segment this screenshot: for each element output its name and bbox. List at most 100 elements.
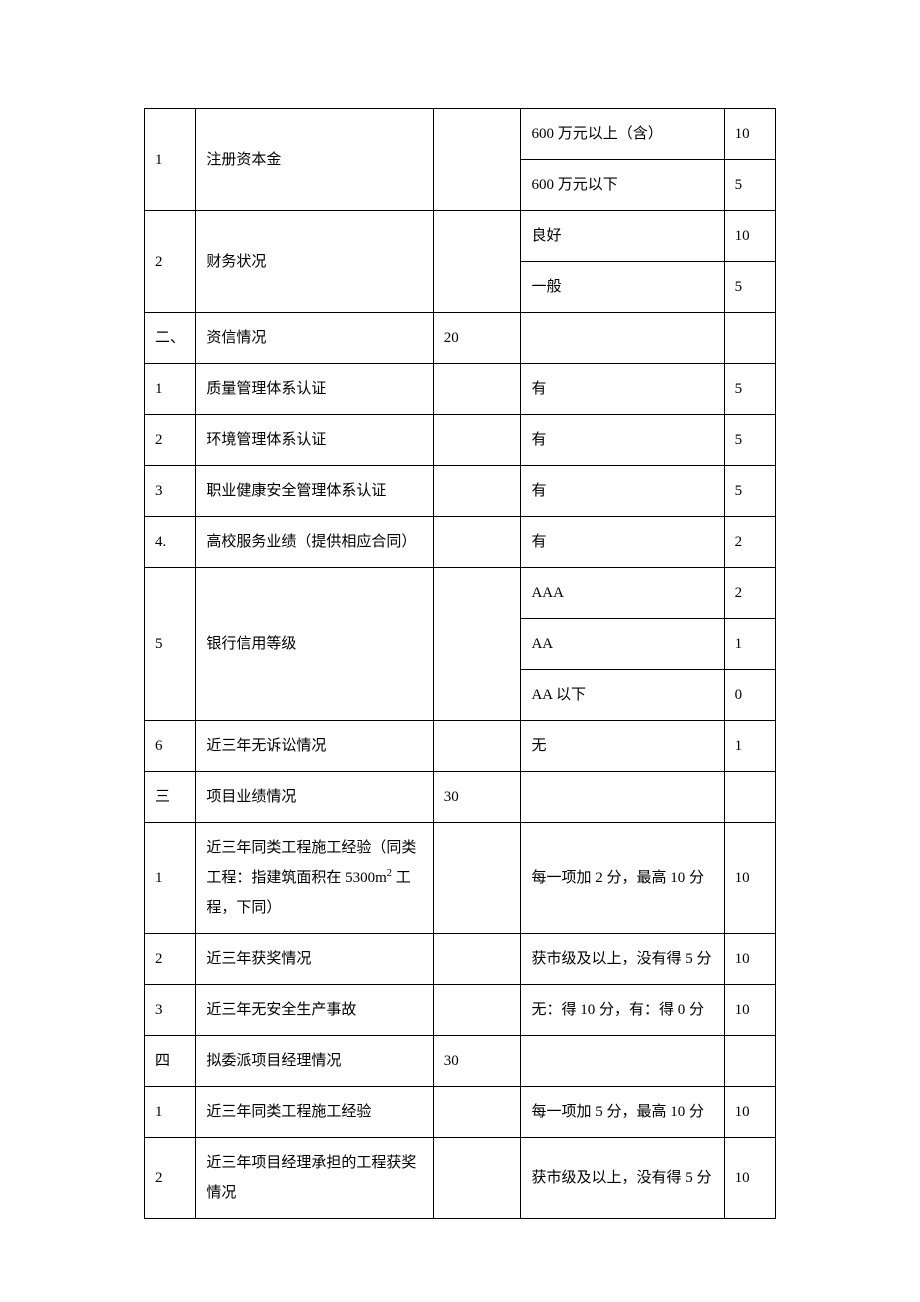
table-row: 2近三年获奖情况获市级及以上，没有得 5 分10 [145,934,776,985]
cell-c4: 获市级及以上，没有得 5 分 [521,1138,724,1219]
cell-c4: 一般 [521,262,724,313]
cell-c5: 10 [724,1087,775,1138]
cell-c4: 良好 [521,211,724,262]
cell-c5: 10 [724,1138,775,1219]
cell-c5: 5 [724,262,775,313]
cell-c5: 0 [724,670,775,721]
cell-c4: 无：得 10 分，有：得 0 分 [521,985,724,1036]
cell-c2: 近三年无安全生产事故 [196,985,433,1036]
cell-c1: 5 [145,568,196,721]
cell-c2: 项目业绩情况 [196,772,433,823]
cell-c5 [724,313,775,364]
table-body: 1注册资本金600 万元以上（含）10600 万元以下52财务状况良好10一般5… [145,109,776,1219]
cell-c3 [433,1138,521,1219]
table-row: 1质量管理体系认证 有5 [145,364,776,415]
cell-c4 [521,1036,724,1087]
cell-c1: 2 [145,415,196,466]
table-row: 1近三年同类工程施工经验 每一项加 5 分，最高 10 分10 [145,1087,776,1138]
cell-c1: 四 [145,1036,196,1087]
cell-c4: 有 [521,466,724,517]
cell-c1: 6 [145,721,196,772]
table-row: 6近三年无诉讼情况 无1 [145,721,776,772]
cell-c4: 获市级及以上，没有得 5 分 [521,934,724,985]
cell-c5: 10 [724,823,775,934]
cell-c4: 无 [521,721,724,772]
cell-c1: 三 [145,772,196,823]
cell-c3 [433,211,521,313]
cell-c4: 有 [521,364,724,415]
cell-c3 [433,415,521,466]
cell-c4: AAA [521,568,724,619]
scoring-table: 1注册资本金600 万元以上（含）10600 万元以下52财务状况良好10一般5… [144,108,776,1219]
cell-c4: AA [521,619,724,670]
cell-c4: 600 万元以上（含） [521,109,724,160]
cell-c3 [433,517,521,568]
table-row: 2环境管理体系认证 有5 [145,415,776,466]
cell-c4 [521,313,724,364]
cell-c1: 2 [145,211,196,313]
cell-c1: 1 [145,109,196,211]
cell-c5: 10 [724,109,775,160]
cell-c5: 2 [724,517,775,568]
cell-c5: 5 [724,415,775,466]
page: 1注册资本金600 万元以上（含）10600 万元以下52财务状况良好10一般5… [0,0,920,1302]
table-row: 2财务状况良好10 [145,211,776,262]
cell-c4: 每一项加 2 分，最高 10 分 [521,823,724,934]
cell-c2: 近三年获奖情况 [196,934,433,985]
cell-c4: 600 万元以下 [521,160,724,211]
cell-c5: 10 [724,985,775,1036]
cell-c5 [724,1036,775,1087]
cell-c3: 30 [433,1036,521,1087]
cell-c2: 环境管理体系认证 [196,415,433,466]
table-row: 二、资信情况20 [145,313,776,364]
cell-c1: 2 [145,1138,196,1219]
cell-c5: 1 [724,721,775,772]
cell-c2: 资信情况 [196,313,433,364]
cell-c5: 1 [724,619,775,670]
cell-c3 [433,823,521,934]
cell-c2: 财务状况 [196,211,433,313]
cell-c4: 每一项加 5 分，最高 10 分 [521,1087,724,1138]
cell-c5: 5 [724,160,775,211]
cell-c2: 近三年无诉讼情况 [196,721,433,772]
cell-c5: 10 [724,211,775,262]
table-row: 1近三年同类工程施工经验（同类工程：指建筑面积在 5300m2 工程，下同）每一… [145,823,776,934]
cell-c5: 10 [724,934,775,985]
cell-c1: 3 [145,466,196,517]
cell-c1: 1 [145,1087,196,1138]
cell-c5: 5 [724,466,775,517]
cell-c1: 1 [145,823,196,934]
cell-c2: 质量管理体系认证 [196,364,433,415]
cell-c3 [433,934,521,985]
cell-c3 [433,466,521,517]
cell-c3: 30 [433,772,521,823]
cell-c2: 拟委派项目经理情况 [196,1036,433,1087]
table-row: 四拟委派项目经理情况30 [145,1036,776,1087]
cell-c1: 4. [145,517,196,568]
cell-c3: 20 [433,313,521,364]
cell-c5 [724,772,775,823]
table-row: 4.高校服务业绩（提供相应合同） 有2 [145,517,776,568]
table-row: 三项目业绩情况30 [145,772,776,823]
cell-c5: 2 [724,568,775,619]
cell-c3 [433,1087,521,1138]
cell-c1: 二、 [145,313,196,364]
cell-c2: 近三年同类工程施工经验 [196,1087,433,1138]
cell-c2: 高校服务业绩（提供相应合同） [196,517,433,568]
table-row: 3近三年无安全生产事故 无：得 10 分，有：得 0 分10 [145,985,776,1036]
cell-c5: 5 [724,364,775,415]
table-row: 3职业健康安全管理体系认证 有5 [145,466,776,517]
cell-c4 [521,772,724,823]
cell-c2: 职业健康安全管理体系认证 [196,466,433,517]
cell-c2: 银行信用等级 [196,568,433,721]
cell-c2: 近三年项目经理承担的工程获奖情况 [196,1138,433,1219]
cell-c1: 3 [145,985,196,1036]
table-row: 2近三年项目经理承担的工程获奖情况 获市级及以上，没有得 5 分10 [145,1138,776,1219]
cell-c4: 有 [521,415,724,466]
cell-c3 [433,109,521,211]
cell-c4: AA 以下 [521,670,724,721]
cell-c4: 有 [521,517,724,568]
cell-c3 [433,364,521,415]
cell-c1: 1 [145,364,196,415]
cell-c3 [433,985,521,1036]
